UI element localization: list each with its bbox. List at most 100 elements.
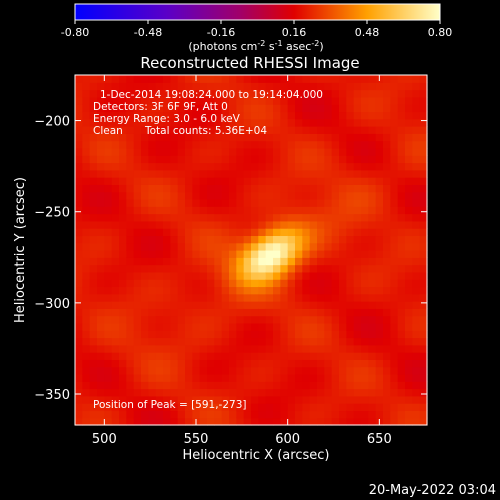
heatmap-cell: [258, 89, 267, 98]
heatmap-cell: [361, 264, 369, 273]
heatmap-cell: [111, 242, 120, 251]
heatmap-cell: [185, 279, 193, 288]
heatmap-cell: [236, 228, 245, 237]
heatmap-cell: [126, 250, 135, 258]
heatmap-cell: [390, 359, 399, 368]
heatmap-cell: [141, 162, 149, 171]
heatmap-cell: [185, 184, 193, 193]
heatmap-cell: [265, 213, 274, 222]
heatmap-cell: [89, 366, 98, 375]
heatmap-cell: [221, 198, 230, 207]
heatmap-cell: [119, 104, 127, 113]
heatmap-cell: [119, 126, 127, 134]
heatmap-cell: [339, 286, 347, 295]
heatmap-cell: [273, 75, 281, 83]
heatmap-cell: [317, 191, 325, 200]
heatmap-cell: [346, 220, 355, 229]
heatmap-cell: [419, 96, 428, 105]
heatmap-cell: [397, 373, 406, 382]
heatmap-cell: [207, 293, 215, 302]
heatmap-cell: [353, 330, 362, 339]
heatmap-cell: [265, 359, 274, 368]
annotations: 1-Dec-2014 19:08:24.000 to 19:14:04.000 …: [93, 89, 323, 411]
heatmap-cell: [163, 417, 171, 426]
heatmap-cell: [199, 366, 208, 375]
heatmap-cell: [104, 257, 113, 266]
heatmap-cell: [397, 250, 406, 258]
heatmap-cell: [412, 366, 421, 375]
heatmap-cell: [75, 140, 83, 149]
heatmap-cell: [353, 250, 362, 258]
heatmap-cell: [309, 395, 318, 404]
heatmap-cell: [251, 410, 259, 419]
heatmap-cell: [148, 301, 157, 309]
heatmap-cell: [324, 169, 333, 178]
heatmap-cell: [251, 126, 259, 134]
heatmap-cell: [243, 257, 252, 266]
heatmap-cell: [331, 184, 340, 193]
heatmap-cell: [89, 140, 98, 149]
heatmap-cell: [221, 140, 230, 149]
heatmap-cell: [155, 162, 164, 171]
heatmap-cell: [75, 264, 83, 273]
heatmap-cell: [324, 286, 333, 295]
heatmap-cell: [89, 118, 98, 127]
heatmap-cell: [111, 191, 120, 200]
heatmap-cell: [141, 352, 149, 360]
heatmap-cell: [207, 417, 215, 426]
heatmap-cell: [368, 198, 377, 207]
heatmap-cell: [353, 417, 362, 426]
heatmap-cell: [214, 257, 223, 266]
heatmap-cell: [251, 373, 259, 382]
heatmap-cell: [317, 228, 325, 237]
heatmap-cell: [82, 344, 91, 353]
heatmap-cell: [390, 206, 399, 215]
heatmap-cell: [119, 75, 127, 83]
heatmap-cell: [75, 279, 83, 288]
heatmap-cell: [324, 293, 333, 302]
heatmap-cell: [111, 322, 120, 331]
heatmap-cell: [155, 242, 164, 251]
heatmap-cell: [104, 366, 113, 375]
heatmap-cell: [185, 337, 193, 346]
heatmap-cell: [339, 89, 347, 98]
heatmap-cell: [229, 191, 237, 200]
heatmap-cell: [119, 155, 127, 164]
heatmap-cell: [397, 308, 406, 317]
heatmap-cell: [177, 184, 186, 193]
heatmap-cell: [170, 381, 179, 390]
heatmap-cell: [89, 235, 98, 244]
heatmap-cell: [104, 242, 113, 251]
heatmap-cell: [390, 308, 399, 317]
heatmap-cell: [265, 286, 274, 295]
heatmap-cell: [89, 352, 98, 360]
heatmap-cell: [353, 271, 362, 280]
heatmap-cell: [82, 250, 91, 258]
heatmap-cell: [251, 213, 259, 222]
heatmap-cell: [170, 220, 179, 229]
heatmap-cell: [97, 271, 105, 280]
heatmap-cell: [97, 279, 105, 288]
heatmap-cell: [170, 395, 179, 404]
heatmap-cell: [251, 96, 259, 105]
heatmap-cell: [324, 198, 333, 207]
heatmap-cell: [361, 133, 369, 142]
heatmap-cell: [419, 228, 428, 237]
heatmap-cell: [361, 359, 369, 368]
heatmap-cell: [148, 373, 157, 382]
heatmap-cell: [221, 286, 230, 295]
heatmap-cell: [287, 89, 296, 98]
heatmap-cell: [177, 279, 186, 288]
heatmap-cell: [163, 381, 171, 390]
heatmap-cell: [375, 206, 384, 215]
heatmap-cell: [97, 220, 105, 229]
heatmap-cell: [302, 257, 311, 266]
heatmap-cell: [148, 250, 157, 258]
heatmap-cell: [412, 242, 421, 251]
heatmap-cell: [339, 352, 347, 360]
heatmap-cell: [119, 410, 127, 419]
heatmap-cell: [346, 75, 355, 83]
heatmap-cell: [419, 126, 428, 134]
heatmap-cell: [258, 126, 267, 134]
heatmap-cell: [368, 403, 377, 412]
